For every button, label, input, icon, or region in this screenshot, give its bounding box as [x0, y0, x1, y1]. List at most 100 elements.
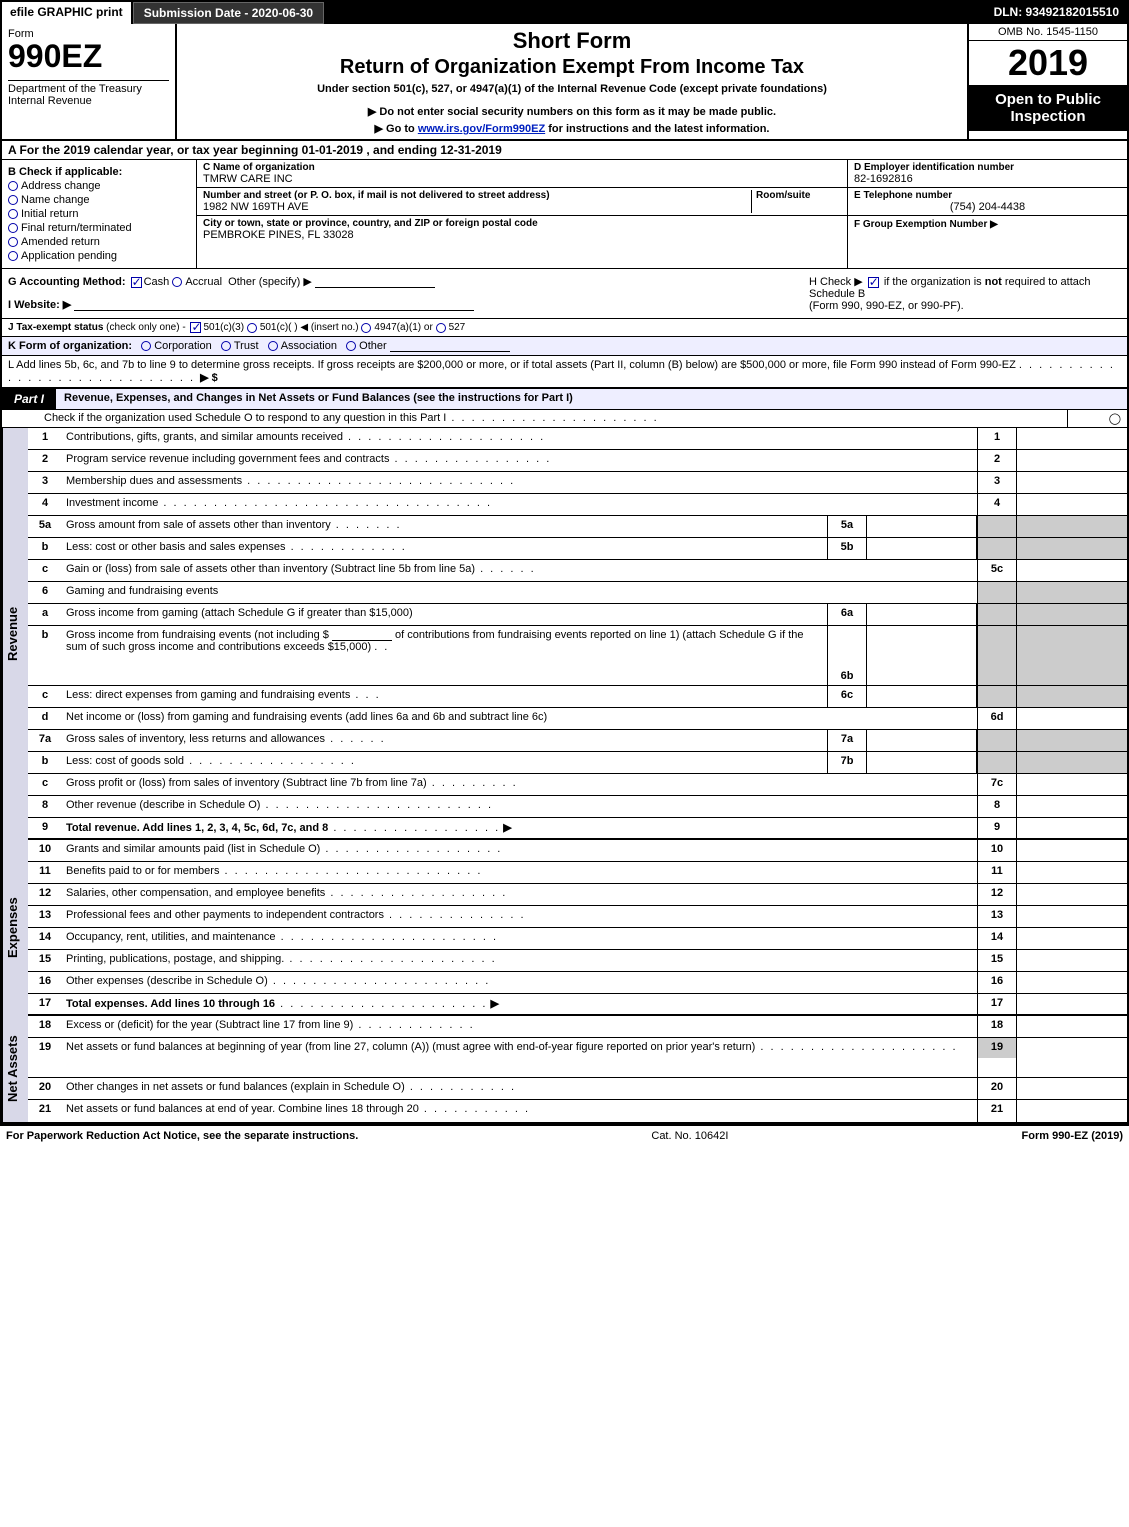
irs-link[interactable]: www.irs.gov/Form990EZ: [418, 123, 545, 135]
other-specify-input[interactable]: [315, 276, 435, 288]
line-7b-sv[interactable]: [867, 752, 977, 773]
line-16-val[interactable]: [1017, 972, 1127, 993]
line-19-desc: Net assets or fund balances at beginning…: [66, 1041, 755, 1053]
line-10-ln: 10: [977, 840, 1017, 861]
addr-change-label: Address change: [21, 180, 101, 192]
line-13-val[interactable]: [1017, 906, 1127, 927]
section-c: C Name of organization TMRW CARE INC Num…: [197, 160, 847, 268]
line-5c-val[interactable]: [1017, 560, 1127, 581]
line-12-val[interactable]: [1017, 884, 1127, 905]
line-1-ln: 1: [977, 428, 1017, 449]
line-6a-sub: 6a: [827, 604, 867, 625]
ssn-warning: ▶ Do not enter social security numbers o…: [185, 105, 959, 118]
line-3: 3 Membership dues and assessments . . . …: [28, 472, 1127, 494]
j-4947-check[interactable]: [361, 323, 371, 333]
line-13-ln: 13: [977, 906, 1017, 927]
line-11-val[interactable]: [1017, 862, 1127, 883]
k-assoc-check[interactable]: [268, 341, 278, 351]
line-6-num: 6: [28, 582, 62, 603]
room-lab: Room/suite: [756, 190, 841, 201]
j-501c3-check[interactable]: [190, 322, 201, 333]
org-name-cell: C Name of organization TMRW CARE INC: [197, 160, 847, 188]
line-20-val[interactable]: [1017, 1078, 1127, 1099]
line-5a-sub: 5a: [827, 516, 867, 537]
line-6b-blank[interactable]: [332, 629, 392, 641]
line-9-val[interactable]: [1017, 818, 1127, 838]
line-3-val[interactable]: [1017, 472, 1127, 493]
k-trust-check[interactable]: [221, 341, 231, 351]
form-number-box: Form 990EZ Department of the Treasury In…: [2, 24, 177, 139]
part1-sub: Check if the organization used Schedule …: [2, 410, 1127, 428]
line-9: 9 Total revenue. Add lines 1, 2, 3, 4, 5…: [28, 818, 1127, 840]
line-21-val[interactable]: [1017, 1100, 1127, 1122]
line-7c-val[interactable]: [1017, 774, 1127, 795]
line-6b-sv[interactable]: [867, 626, 977, 685]
addr-change-check[interactable]: [8, 181, 18, 191]
line-5b-sv[interactable]: [867, 538, 977, 559]
line-19-val[interactable]: [1017, 1038, 1127, 1077]
k-corp-check[interactable]: [141, 341, 151, 351]
line-7a-sv[interactable]: [867, 730, 977, 751]
line-6c-sv[interactable]: [867, 686, 977, 707]
efile-print-button[interactable]: efile GRAPHIC print: [2, 2, 133, 24]
line-17-ln: 17: [977, 994, 1017, 1014]
line-5a-sv[interactable]: [867, 516, 977, 537]
page-footer: For Paperwork Reduction Act Notice, see …: [0, 1126, 1129, 1146]
group-exempt-cell: F Group Exemption Number ▶: [848, 216, 1127, 232]
final-return-check[interactable]: [8, 223, 18, 233]
line-5a-greyv: [1017, 516, 1127, 537]
line-5c-ln: 5c: [977, 560, 1017, 581]
line-18-ln: 18: [977, 1016, 1017, 1037]
cash-check[interactable]: [131, 277, 142, 288]
line-6d-val[interactable]: [1017, 708, 1127, 729]
app-pending-check[interactable]: [8, 251, 18, 261]
short-form-title: Short Form: [185, 28, 959, 54]
accounting-row: G Accounting Method: Cash Accrual Other …: [2, 269, 1127, 319]
line-5a-grey: [977, 516, 1017, 537]
accrual-check[interactable]: [172, 277, 182, 287]
j-note: (check only one) -: [103, 322, 188, 333]
line-20-desc: Other changes in net assets or fund bala…: [66, 1081, 405, 1093]
b-header: B Check if applicable:: [8, 166, 190, 178]
line-6a-sv[interactable]: [867, 604, 977, 625]
k-other-input[interactable]: [390, 340, 510, 352]
line-5c-desc: Gain or (loss) from sale of assets other…: [66, 563, 475, 575]
line-3-num: 3: [28, 472, 62, 493]
line-21-num: 21: [28, 1100, 62, 1122]
line-7b-sub: 7b: [827, 752, 867, 773]
line-3-ln: 3: [977, 472, 1017, 493]
line-4-val[interactable]: [1017, 494, 1127, 515]
line-18-val[interactable]: [1017, 1016, 1127, 1037]
line-2-val[interactable]: [1017, 450, 1127, 471]
line-6-grey: [977, 582, 1017, 603]
title-box: Short Form Return of Organization Exempt…: [177, 24, 967, 139]
j-4947: 4947(a)(1) or: [374, 322, 432, 333]
line-17-val[interactable]: [1017, 994, 1127, 1014]
h-check[interactable]: [868, 277, 879, 288]
initial-return-check[interactable]: [8, 209, 18, 219]
line-5b-grey: [977, 538, 1017, 559]
j-501c-check[interactable]: [247, 323, 257, 333]
dept-line2: Internal Revenue: [8, 95, 92, 107]
line-9-ln: 9: [977, 818, 1017, 838]
line-15-val[interactable]: [1017, 950, 1127, 971]
k-other-check[interactable]: [346, 341, 356, 351]
line-6b-sub: 6b: [827, 626, 867, 685]
website-input[interactable]: [74, 299, 474, 311]
footer-right: Form 990-EZ (2019): [1022, 1130, 1123, 1142]
line-14-val[interactable]: [1017, 928, 1127, 949]
name-change-check[interactable]: [8, 195, 18, 205]
line-8: 8 Other revenue (describe in Schedule O)…: [28, 796, 1127, 818]
j-527-check[interactable]: [436, 323, 446, 333]
part1-sub-text: Check if the organization used Schedule …: [44, 412, 446, 424]
line-8-val[interactable]: [1017, 796, 1127, 817]
line-10-val[interactable]: [1017, 840, 1127, 861]
line-6-greyv: [1017, 582, 1127, 603]
line-7b-greyv: [1017, 752, 1127, 773]
line-5b-sub: 5b: [827, 538, 867, 559]
amended-return-check[interactable]: [8, 237, 18, 247]
part1-sub-check[interactable]: ◯: [1067, 410, 1127, 427]
line-1-val[interactable]: [1017, 428, 1127, 449]
line-7a-num: 7a: [28, 730, 62, 751]
line-11-desc: Benefits paid to or for members: [66, 865, 219, 877]
